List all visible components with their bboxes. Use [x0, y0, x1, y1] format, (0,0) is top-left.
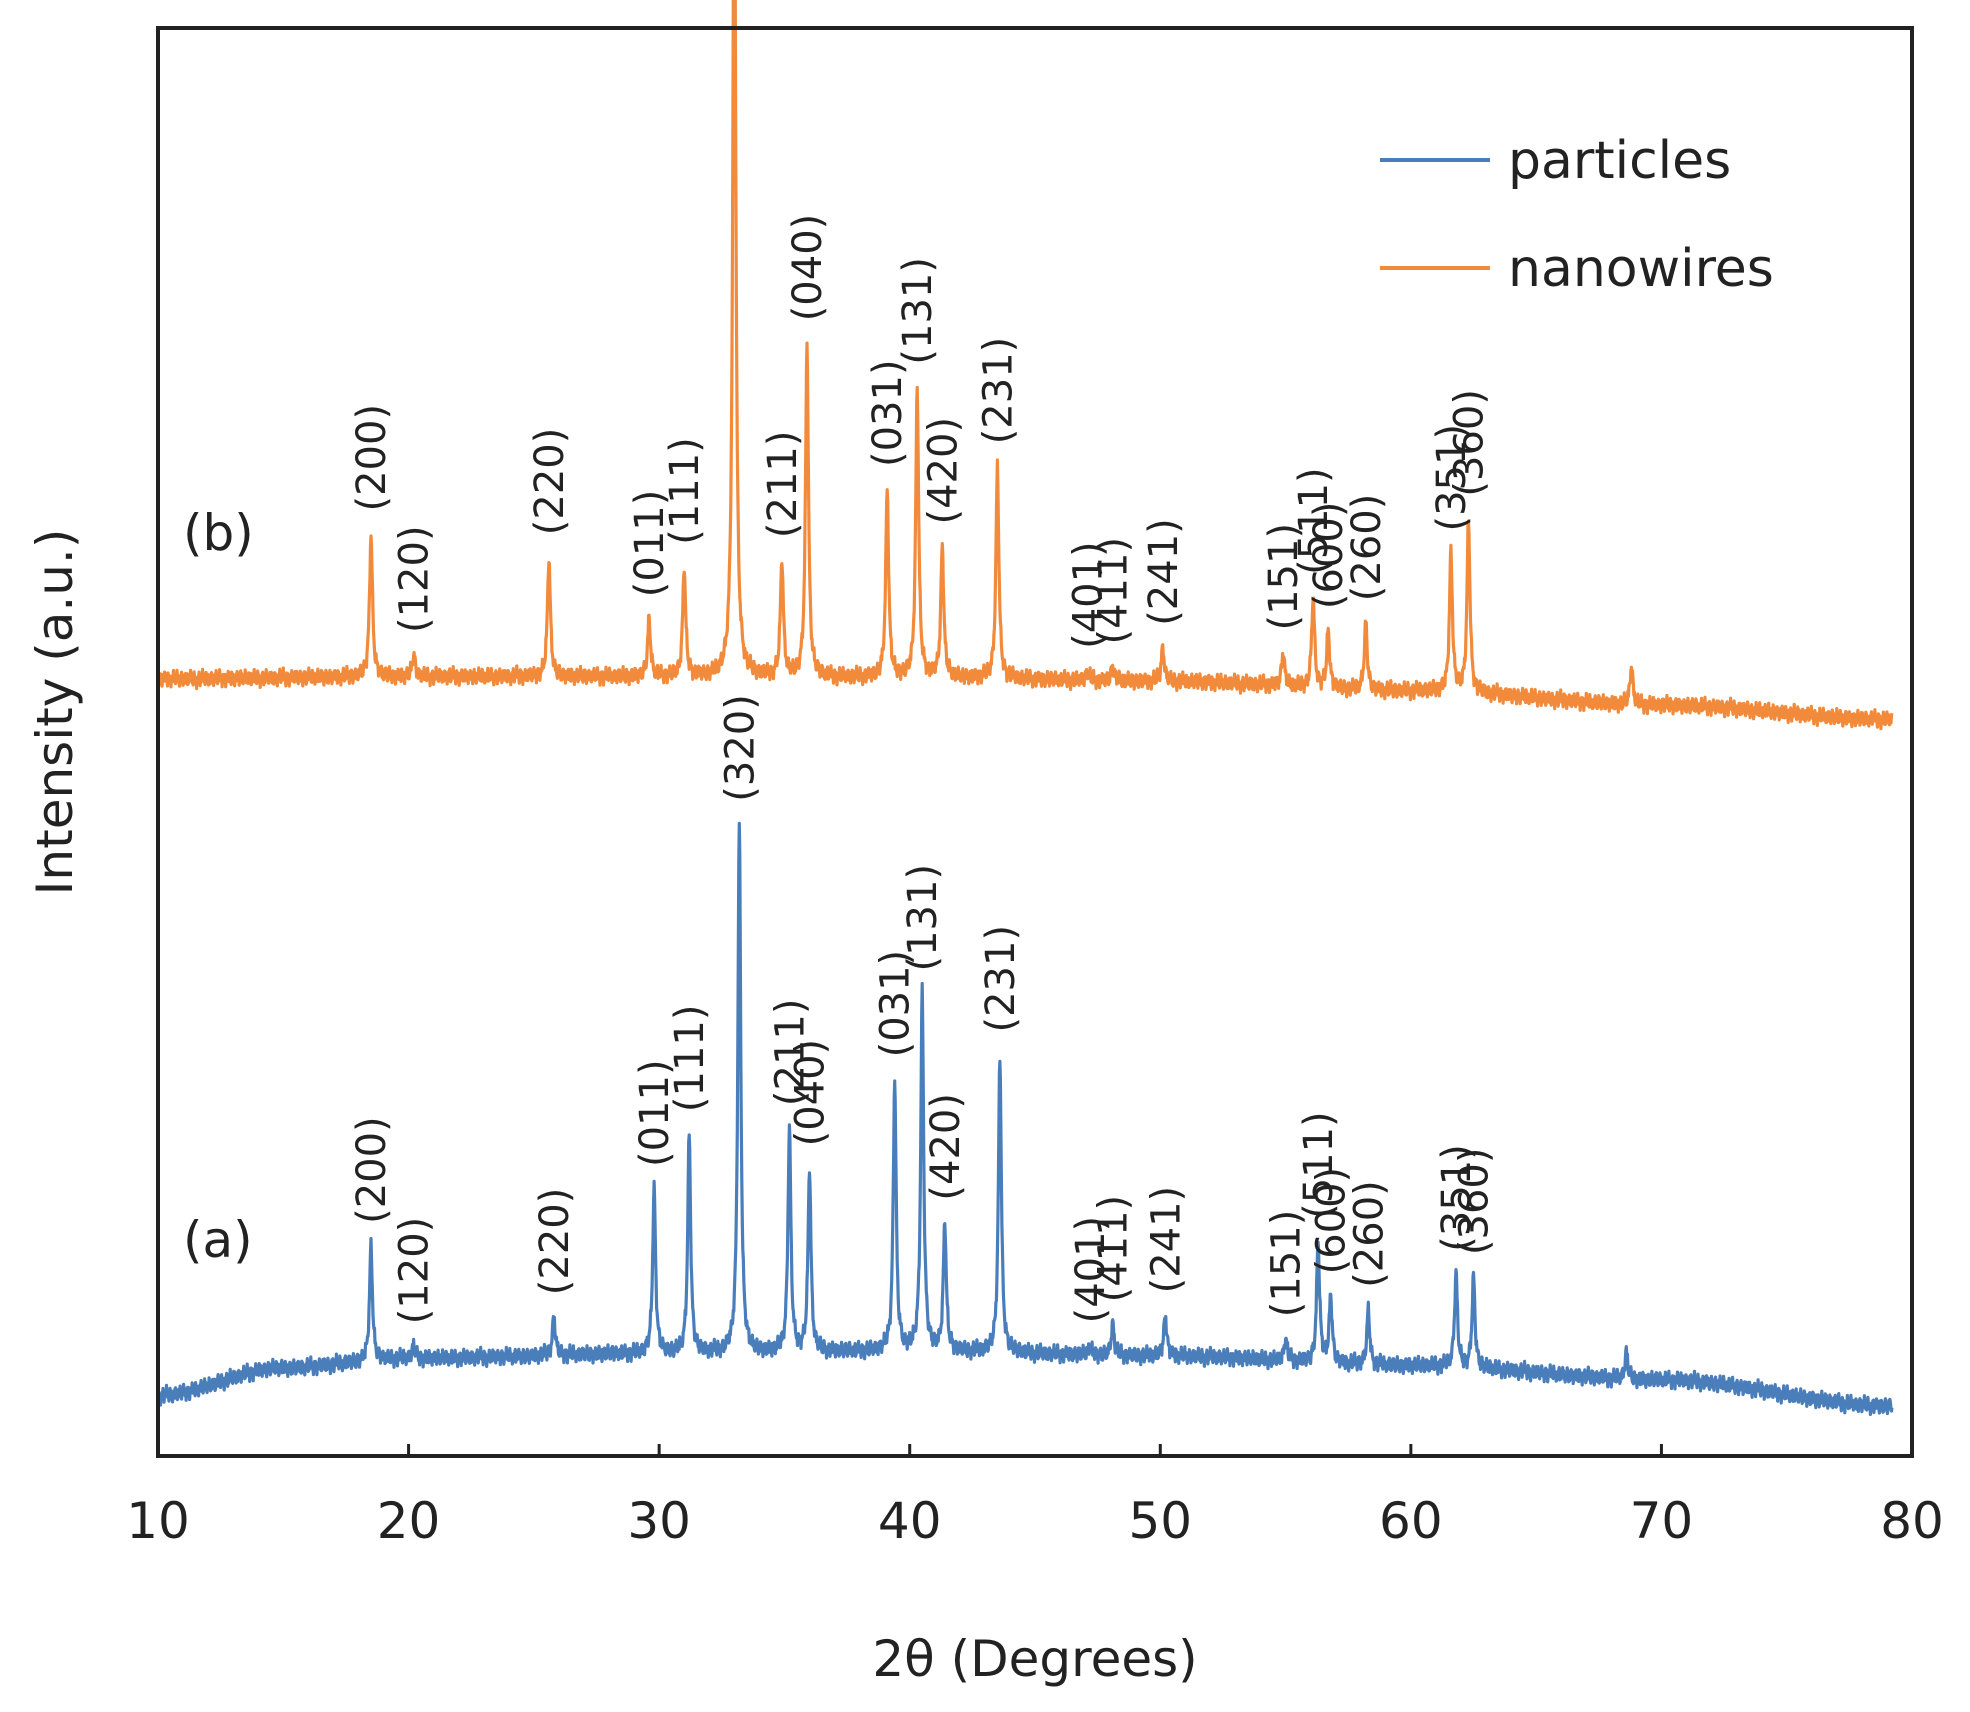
x-tick-label: 70 — [1630, 1492, 1694, 1550]
peak-label: (031) — [873, 950, 919, 1058]
peak-label: (111) — [667, 1005, 713, 1113]
peak-label: (600) — [1306, 502, 1352, 610]
panel-label-particles: (a) — [183, 1211, 253, 1269]
peak-label: (420) — [920, 417, 966, 525]
peak-label: (231) — [975, 337, 1021, 445]
peak-label: (111) — [662, 437, 708, 545]
x-tick-label: 60 — [1379, 1492, 1443, 1550]
peak-label: (031) — [865, 359, 911, 467]
peak-label: (120) — [392, 1217, 438, 1325]
x-tick-label: 40 — [878, 1492, 942, 1550]
peak-label: (200) — [349, 1116, 395, 1224]
peak-label: (360) — [1447, 389, 1493, 497]
peak-label: (411) — [1091, 537, 1137, 645]
peak-label: (320) — [717, 694, 763, 802]
legend-label-particles: particles — [1508, 131, 1731, 191]
peak-label: (151) — [1261, 523, 1307, 631]
peak-label: (420) — [923, 1093, 969, 1201]
peak-label: (351) — [1429, 424, 1475, 532]
peak-label: (351) — [1434, 1144, 1480, 1252]
peak-label: (220) — [527, 428, 573, 536]
peak-label: (211) — [767, 999, 813, 1107]
x-tick-label: 10 — [126, 1492, 190, 1550]
peak-label: (131) — [900, 864, 946, 972]
y-axis-title: Intensity (a.u.) — [26, 529, 84, 896]
peak-label: (200) — [349, 404, 395, 512]
plot-frame — [156, 26, 1914, 1458]
peak-label: (600) — [1309, 1167, 1355, 1275]
peak-label: (011) — [632, 1059, 678, 1167]
x-tick-label: 30 — [627, 1492, 691, 1550]
x-tick-label: 50 — [1128, 1492, 1192, 1550]
x-axis: 10 20 30 40 50 60 70 80 — [126, 1444, 1944, 1550]
peak-label: (411) — [1091, 1195, 1137, 1303]
peak-label: (511) — [1296, 1111, 1342, 1219]
peak-label: (211) — [760, 431, 806, 539]
peak-label: (241) — [1143, 1186, 1189, 1294]
peak-label-layer: (a)(200)(120) (220)(011)(111)(320)(211)(0… — [183, 214, 1498, 1325]
legend-label-nanowires: nanowires — [1508, 239, 1774, 299]
peak-label: (401) — [1068, 1216, 1114, 1324]
peak-label: (040) — [788, 1039, 834, 1147]
legend: particles nanowires — [1380, 131, 1774, 299]
peak-label: (151) — [1264, 1210, 1310, 1318]
x-tick-label: 20 — [377, 1492, 441, 1550]
peak-label: (360) — [1452, 1148, 1498, 1256]
x-axis-title: 2θ (Degrees) — [872, 1630, 1197, 1688]
series-line-nanowires — [156, 0, 1894, 731]
peak-label: (011) — [627, 490, 673, 598]
peak-label: (120) — [392, 525, 438, 633]
peak-label: (401) — [1066, 541, 1112, 649]
peak-label: (231) — [978, 925, 1024, 1033]
peak-label: (260) — [1346, 1180, 1392, 1288]
panel-label-nanowires: (b) — [183, 504, 254, 562]
peak-label: (511) — [1291, 467, 1337, 575]
series-line-particles — [156, 821, 1894, 1417]
series-layer — [156, 0, 1894, 1417]
peak-label: (131) — [895, 257, 941, 365]
peak-label: (260) — [1344, 494, 1390, 602]
x-tick-label: 80 — [1880, 1492, 1944, 1550]
peak-label: (241) — [1141, 518, 1187, 626]
peak-label: (040) — [785, 214, 831, 322]
peak-label: (220) — [532, 1188, 578, 1296]
